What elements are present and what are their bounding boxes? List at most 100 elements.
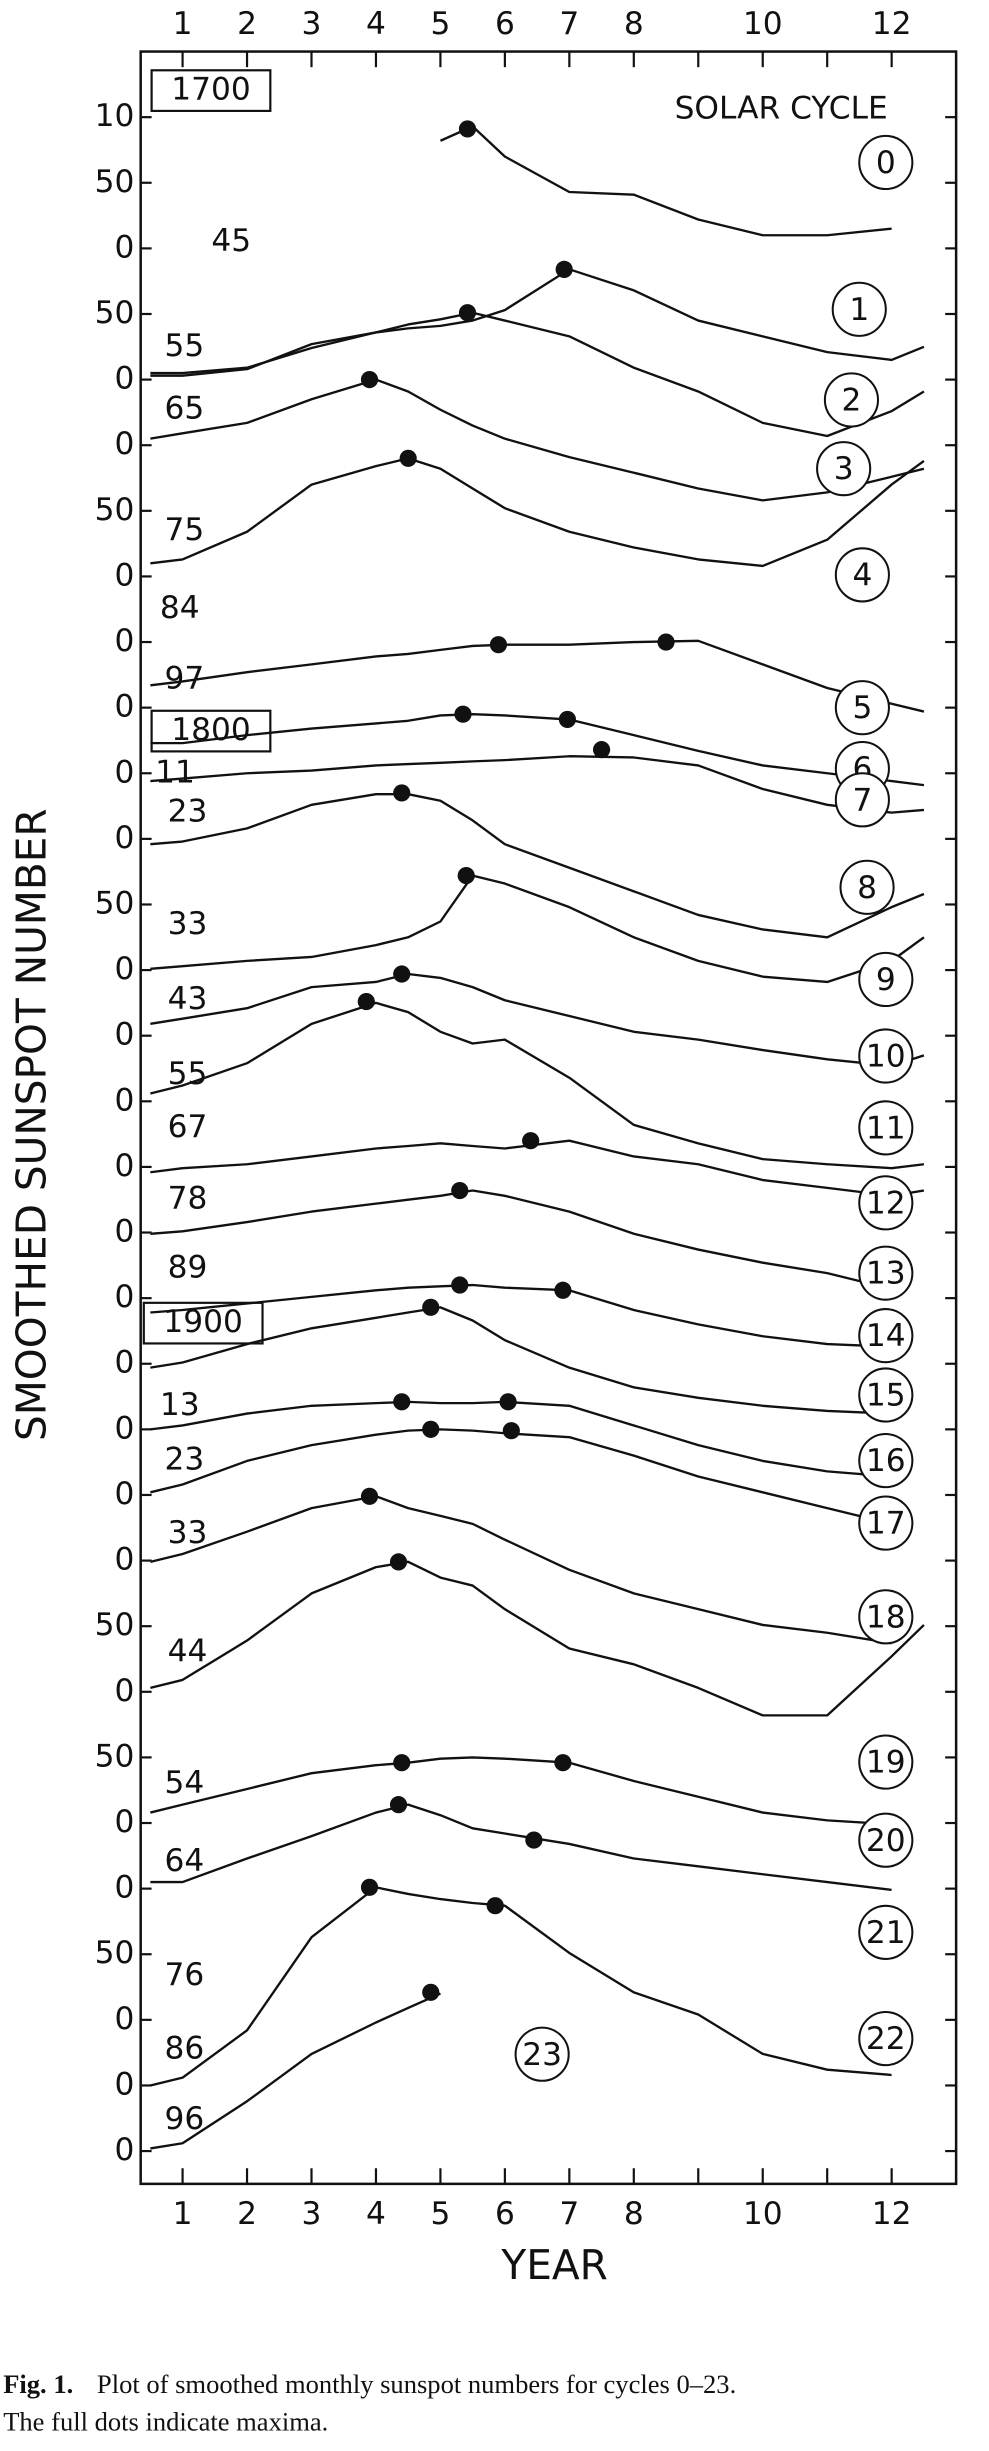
y-tick-label: 0	[115, 754, 135, 790]
legend-label: 20	[866, 1823, 906, 1859]
y-tick-label: 0	[115, 1148, 135, 1184]
annotation: 67	[168, 1109, 208, 1145]
legend-circle	[858, 1589, 914, 1645]
cycle-line	[150, 755, 925, 814]
maximum-dot	[360, 371, 379, 389]
legend-label: 2	[842, 382, 862, 418]
y-tick-label: 0	[115, 1410, 135, 1446]
maximum-dot	[389, 1796, 408, 1814]
maximum-dot	[457, 867, 475, 885]
legend-circle	[858, 134, 914, 191]
cycle-line	[150, 1283, 892, 1348]
x-tick-label: 12	[872, 6, 912, 42]
cycle-line	[150, 1992, 441, 2150]
legend-circle	[816, 441, 872, 497]
y-tick-label: 0	[115, 1214, 135, 1250]
x-tick-label: 7	[559, 6, 579, 42]
legend-circle	[834, 680, 890, 736]
maximum-dot	[592, 741, 611, 759]
legend-label: 21	[866, 1915, 906, 1951]
maximum-dot	[657, 633, 675, 651]
legend-circle	[858, 1100, 914, 1156]
legend-label: 10	[866, 1039, 906, 1075]
x-tick-label: 10	[743, 2196, 783, 2232]
cycle-line	[150, 1560, 925, 1717]
legend-circle	[839, 859, 895, 915]
y-tick-label: 0	[115, 951, 135, 987]
y-tick-label: 0	[115, 229, 135, 265]
x-tick-label: 2	[237, 2196, 257, 2232]
annotation: 55	[168, 1056, 208, 1092]
caption-line: The full dots indicate maxima.	[3, 2407, 328, 2437]
maximum-dot	[393, 784, 411, 802]
annotation: 1700	[171, 72, 250, 108]
y-tick-label: 50	[95, 1935, 135, 1971]
maximum-dot	[522, 1132, 540, 1150]
annotation: 23	[168, 793, 208, 829]
maximum-dot	[489, 636, 508, 654]
legend-circle	[858, 1904, 914, 1960]
maximum-dot	[393, 965, 411, 983]
x-tick-label: 8	[624, 6, 644, 42]
legend-circle	[858, 2011, 914, 2067]
cycle-line	[150, 639, 925, 713]
x-tick-label: 8	[624, 2196, 644, 2232]
legend-label: 19	[866, 1745, 906, 1781]
legend-circle	[858, 1175, 914, 1231]
legend-label: 14	[866, 1318, 906, 1354]
legend-label: 13	[866, 1256, 906, 1292]
y-tick-label: 0	[115, 557, 135, 593]
legend-label: 8	[857, 870, 877, 906]
cycle-line	[150, 1189, 892, 1291]
y-tick-label: 0	[115, 623, 135, 659]
y-tick-label: 0	[115, 426, 135, 462]
maximum-dot	[422, 1420, 440, 1438]
cycle-line	[150, 1139, 925, 1197]
maximum-dot	[555, 260, 573, 278]
y-tick-label: 0	[115, 1345, 135, 1381]
legend-label: 9	[876, 962, 896, 998]
maximum-dot	[486, 1897, 504, 1915]
maximum-dot	[422, 1298, 440, 1316]
legend-circle	[834, 547, 890, 603]
annotation: 44	[168, 1634, 208, 1670]
cycle-line	[150, 1001, 925, 1170]
legend-label: 12	[866, 1185, 906, 1221]
legend-circle	[858, 1028, 914, 1084]
cycle-line	[439, 125, 892, 237]
cycle-line	[150, 1428, 892, 1526]
annotation: 78	[168, 1181, 208, 1217]
cycle-line	[150, 972, 925, 1068]
y-tick-label: 50	[95, 1738, 135, 1774]
x-tick-label: 1	[173, 6, 193, 42]
legend-label: 15	[866, 1378, 906, 1414]
y-axis-label: SMOOTHED SUNSPOT NUMBER	[7, 808, 55, 1441]
x-tick-label: 6	[495, 6, 515, 42]
caption-label: Fig. 1.	[3, 2369, 73, 2399]
annotation: 13	[160, 1387, 200, 1423]
maximum-dot	[393, 1754, 411, 1772]
maximum-dot	[360, 1878, 379, 1896]
annotation: 96	[165, 2101, 205, 2137]
annotation: 89	[168, 1249, 208, 1285]
y-tick-label: 50	[95, 885, 135, 921]
y-tick-label: 0	[115, 361, 135, 397]
y-tick-label: 50	[95, 1607, 135, 1643]
maximum-dot	[525, 1831, 543, 1849]
legend-label: 5	[852, 690, 872, 726]
cycle-line	[150, 268, 925, 377]
annotation: 43	[168, 981, 208, 1017]
annotation: 76	[165, 1957, 205, 1993]
legend-circle	[858, 1495, 914, 1551]
annotation: 33	[168, 1515, 208, 1551]
legend-circle	[858, 1812, 914, 1868]
x-tick-label: 7	[559, 2196, 579, 2232]
caption-line: Plot of smoothed monthly sunspot numbers…	[97, 2369, 736, 2399]
y-tick-label: 0	[115, 1017, 135, 1053]
cycle-line	[150, 1306, 892, 1415]
x-tick-label: 2	[237, 6, 257, 42]
y-tick-label: 0	[115, 2066, 135, 2102]
cycle-line	[150, 1495, 892, 1645]
x-tick-label: 1	[173, 2196, 193, 2232]
x-tick-label: 4	[366, 2196, 386, 2232]
